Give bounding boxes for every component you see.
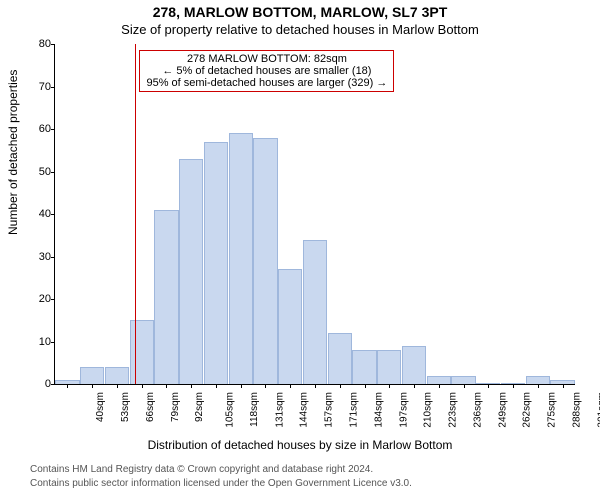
- y-tick-label: 10: [23, 336, 51, 348]
- bar: [402, 346, 426, 384]
- x-tick-mark: [166, 384, 167, 388]
- x-tick-mark: [538, 384, 539, 388]
- y-tick-label: 50: [23, 166, 51, 178]
- x-tick-label: 53sqm: [120, 392, 131, 422]
- x-tick-label: 275sqm: [547, 392, 558, 428]
- x-tick-label: 105sqm: [225, 392, 236, 428]
- plot-area: 278 MARLOW BOTTOM: 82sqm ← 5% of detache…: [55, 44, 575, 384]
- bar: [154, 210, 178, 384]
- x-tick-label: 144sqm: [299, 392, 310, 428]
- y-tick-label: 80: [23, 38, 51, 50]
- x-tick-mark: [488, 384, 489, 388]
- bars-container: [55, 44, 575, 384]
- bar: [526, 376, 550, 385]
- x-tick-mark: [67, 384, 68, 388]
- x-tick-mark: [117, 384, 118, 388]
- y-tick-mark: [51, 44, 55, 45]
- x-tick-label: 92sqm: [194, 392, 205, 422]
- x-tick-label: 79sqm: [170, 392, 181, 422]
- bar: [352, 350, 376, 384]
- bar: [130, 320, 154, 384]
- y-tick-label: 30: [23, 251, 51, 263]
- y-tick-mark: [51, 172, 55, 173]
- x-tick-mark: [563, 384, 564, 388]
- y-tick-mark: [51, 257, 55, 258]
- x-tick-mark: [464, 384, 465, 388]
- x-tick-mark: [414, 384, 415, 388]
- x-tick-mark: [290, 384, 291, 388]
- x-tick-label: 131sqm: [274, 392, 285, 428]
- bar: [427, 376, 451, 385]
- bar: [80, 367, 104, 384]
- bar: [229, 133, 253, 384]
- x-tick-label: 210sqm: [423, 392, 434, 428]
- x-tick-mark: [142, 384, 143, 388]
- x-tick-mark: [439, 384, 440, 388]
- x-tick-mark: [191, 384, 192, 388]
- chart-title: Size of property relative to detached ho…: [0, 22, 600, 37]
- x-tick-label: 66sqm: [145, 392, 156, 422]
- bar: [377, 350, 401, 384]
- x-tick-label: 157sqm: [324, 392, 335, 428]
- x-tick-mark: [513, 384, 514, 388]
- x-tick-label: 301sqm: [596, 392, 600, 428]
- annotation-line-1: 278 MARLOW BOTTOM: 82sqm: [146, 53, 387, 65]
- x-tick-mark: [389, 384, 390, 388]
- y-tick-mark: [51, 214, 55, 215]
- bar: [105, 367, 129, 384]
- x-tick-mark: [92, 384, 93, 388]
- bar: [328, 333, 352, 384]
- reference-line: [135, 44, 136, 384]
- chart-supertitle: 278, MARLOW BOTTOM, MARLOW, SL7 3PT: [0, 4, 600, 20]
- y-tick-label: 40: [23, 208, 51, 220]
- y-tick-mark: [51, 384, 55, 385]
- y-tick-mark: [51, 129, 55, 130]
- y-tick-label: 20: [23, 293, 51, 305]
- footnote-1: Contains HM Land Registry data © Crown c…: [30, 464, 373, 475]
- y-axis-label: Number of detached properties: [6, 70, 20, 235]
- bar: [303, 240, 327, 385]
- bar: [451, 376, 475, 385]
- x-tick-mark: [315, 384, 316, 388]
- x-tick-label: 223sqm: [448, 392, 459, 428]
- x-tick-label: 197sqm: [398, 392, 409, 428]
- bar: [179, 159, 203, 384]
- bar: [278, 269, 302, 384]
- bar: [253, 138, 277, 385]
- y-tick-mark: [51, 299, 55, 300]
- y-tick-label: 70: [23, 81, 51, 93]
- x-tick-mark: [265, 384, 266, 388]
- x-tick-label: 184sqm: [373, 392, 384, 428]
- y-tick-mark: [51, 87, 55, 88]
- annotation-line-2: ← 5% of detached houses are smaller (18): [146, 65, 387, 77]
- annotation-line-3: 95% of semi-detached houses are larger (…: [146, 77, 387, 89]
- x-tick-label: 262sqm: [522, 392, 533, 428]
- y-tick-mark: [51, 342, 55, 343]
- x-tick-label: 118sqm: [249, 392, 260, 427]
- x-tick-label: 171sqm: [349, 392, 360, 428]
- x-tick-mark: [241, 384, 242, 388]
- y-tick-label: 60: [23, 123, 51, 135]
- x-tick-mark: [216, 384, 217, 388]
- annotation-box: 278 MARLOW BOTTOM: 82sqm ← 5% of detache…: [139, 50, 394, 92]
- x-axis-label: Distribution of detached houses by size …: [0, 438, 600, 452]
- bar: [204, 142, 228, 384]
- x-tick-label: 236sqm: [472, 392, 483, 428]
- footnote-2: Contains public sector information licen…: [30, 478, 412, 489]
- x-tick-mark: [365, 384, 366, 388]
- x-tick-label: 249sqm: [497, 392, 508, 428]
- y-tick-label: 0: [23, 378, 51, 390]
- x-tick-label: 288sqm: [571, 392, 582, 428]
- x-tick-mark: [340, 384, 341, 388]
- x-tick-label: 40sqm: [95, 392, 106, 422]
